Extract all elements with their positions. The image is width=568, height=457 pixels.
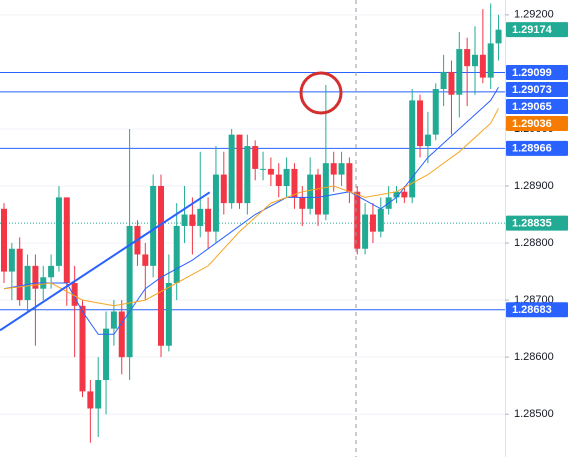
candle-body (330, 163, 337, 175)
candle-body (377, 208, 384, 232)
price-badge-label: 1.28966 (512, 143, 552, 155)
candle-body (48, 265, 55, 278)
price-badge (506, 98, 568, 114)
candle-body (110, 311, 117, 329)
candle-body (495, 29, 502, 44)
candle-body (150, 185, 157, 266)
moving-average (3, 87, 499, 335)
candle-body (8, 248, 15, 272)
candle-body (32, 265, 39, 289)
y-tick-label: 1.28900 (514, 180, 554, 192)
price-badge (506, 302, 568, 318)
highlight-circle (299, 71, 343, 115)
candle-body (401, 191, 408, 198)
y-tick-label: 1.28800 (514, 237, 554, 249)
candle-body (464, 49, 471, 67)
price-badge-label: 1.28835 (512, 217, 552, 229)
candle-body (79, 305, 86, 392)
candle-body (487, 43, 494, 78)
candle-body (393, 191, 400, 198)
candle-body (275, 174, 282, 186)
candle-body (205, 208, 212, 232)
trendline (0, 191, 211, 332)
grid (0, 14, 505, 415)
candle-body (197, 208, 204, 226)
price-badge (506, 115, 568, 131)
y-tick-label: 1.28500 (514, 408, 554, 420)
y-tick-label: 1.29200 (514, 9, 554, 21)
price-badge-label: 1.29174 (512, 24, 553, 36)
price-badge (506, 81, 568, 97)
y-tick-label: 1.28600 (514, 351, 554, 363)
candle-body (299, 197, 306, 209)
price-badge (506, 22, 568, 38)
candle-body (118, 311, 125, 358)
plot (0, 3, 505, 443)
candle-body (362, 214, 369, 249)
candle-body (87, 391, 94, 409)
candle-body (55, 197, 62, 266)
candle-body (95, 379, 102, 409)
price-badge (506, 64, 568, 80)
price-badge (506, 215, 568, 231)
candle-body (165, 282, 172, 346)
candle-body (448, 71, 455, 95)
candle-body (244, 146, 251, 204)
candle-body (432, 89, 439, 135)
candle-body (126, 225, 133, 358)
candle-body (71, 282, 78, 306)
candle-body (369, 214, 376, 232)
candle-body (220, 174, 227, 204)
price-badge-label: 1.29073 (512, 84, 552, 96)
candle-body (417, 100, 424, 147)
price-axis: 1.292001.290001.289001.288001.287001.286… (505, 9, 568, 420)
candle-body (260, 168, 267, 170)
candle-body (409, 100, 416, 198)
candle-body (142, 254, 149, 266)
candle-body (424, 134, 431, 147)
candle-body (252, 146, 259, 169)
candle-body (158, 185, 164, 346)
candle-body (291, 168, 298, 198)
price-badge-label: 1.29099 (512, 67, 552, 79)
candle-body (181, 214, 188, 226)
candle-body (479, 54, 486, 78)
candle-body (236, 134, 243, 204)
candle-body (283, 168, 290, 186)
moving-average (3, 108, 499, 307)
candle-body (173, 225, 180, 283)
candle-body (16, 248, 23, 301)
candle-body (267, 168, 274, 175)
candle-body (212, 174, 219, 232)
candle-body (440, 71, 447, 90)
candle-body (456, 49, 463, 95)
candle-body (103, 328, 110, 380)
candle-body (189, 214, 196, 226)
candle-body (354, 191, 361, 249)
candle-body (24, 265, 31, 301)
candle-body (307, 174, 314, 209)
price-badge-label: 1.29065 (512, 101, 552, 113)
candle-body (315, 174, 321, 215)
price-badge-label: 1.28683 (512, 304, 552, 316)
price-badge-label: 1.29036 (512, 118, 552, 130)
candle-body (1, 208, 7, 272)
candle-body (472, 54, 478, 67)
candle-body (346, 163, 353, 192)
price-badge (506, 140, 568, 156)
candle-body (338, 163, 345, 175)
candle-body (322, 163, 329, 215)
candle-body (63, 197, 70, 283)
candle-body (228, 134, 235, 204)
